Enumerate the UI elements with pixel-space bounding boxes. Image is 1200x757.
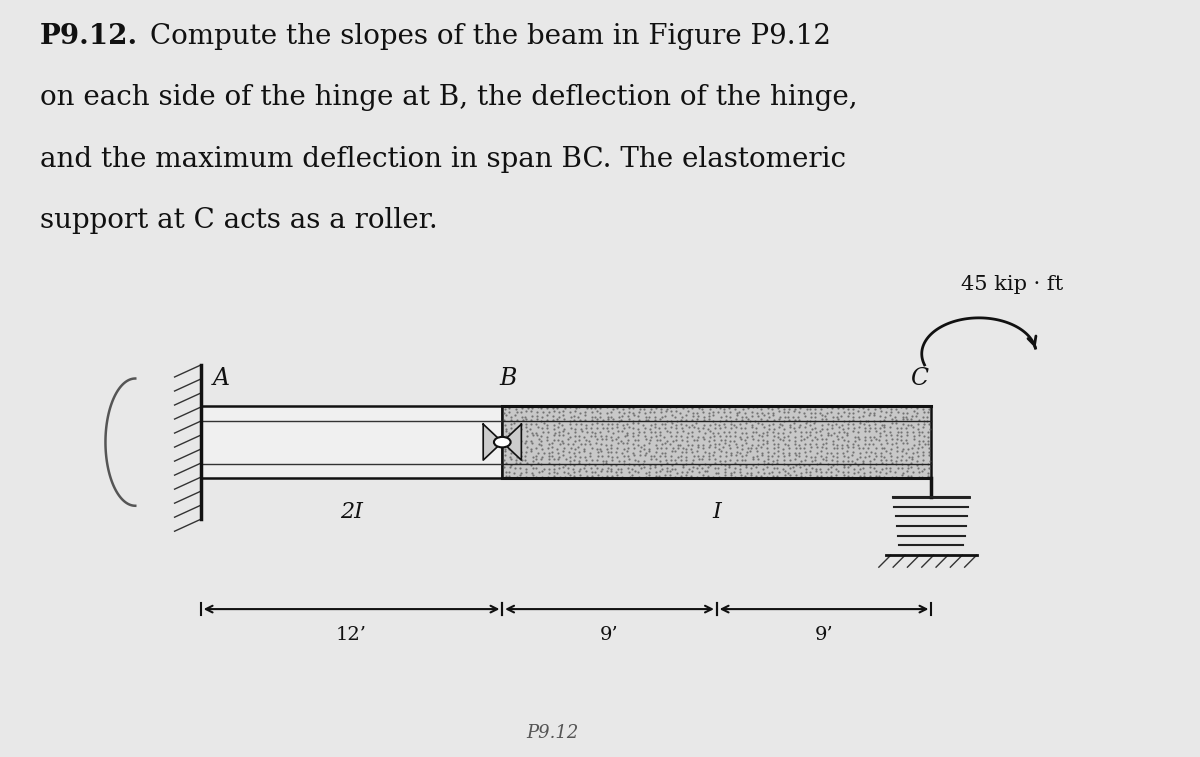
Text: Compute the slopes of the beam in Figure P9.12: Compute the slopes of the beam in Figure…	[150, 23, 830, 50]
Text: P9.12.: P9.12.	[40, 23, 138, 50]
Text: 2I: 2I	[340, 500, 362, 522]
Text: 9’: 9’	[600, 625, 619, 643]
Polygon shape	[503, 424, 521, 460]
Circle shape	[494, 437, 511, 447]
Text: P9.12: P9.12	[526, 724, 578, 742]
Polygon shape	[484, 424, 503, 460]
Text: on each side of the hinge at B, the deflection of the hinge,: on each side of the hinge at B, the defl…	[40, 84, 858, 111]
Bar	[200, 407, 503, 478]
Text: 45 kip · ft: 45 kip · ft	[961, 275, 1063, 294]
Text: support at C acts as a roller.: support at C acts as a roller.	[40, 207, 438, 234]
Text: 9’: 9’	[815, 625, 834, 643]
Text: I: I	[713, 500, 721, 522]
Text: A: A	[212, 366, 229, 390]
Text: 12’: 12’	[336, 625, 367, 643]
Text: B: B	[499, 366, 517, 390]
Text: C: C	[911, 366, 929, 390]
Bar	[503, 407, 931, 478]
Text: and the maximum deflection in span BC. The elastomeric: and the maximum deflection in span BC. T…	[40, 145, 846, 173]
